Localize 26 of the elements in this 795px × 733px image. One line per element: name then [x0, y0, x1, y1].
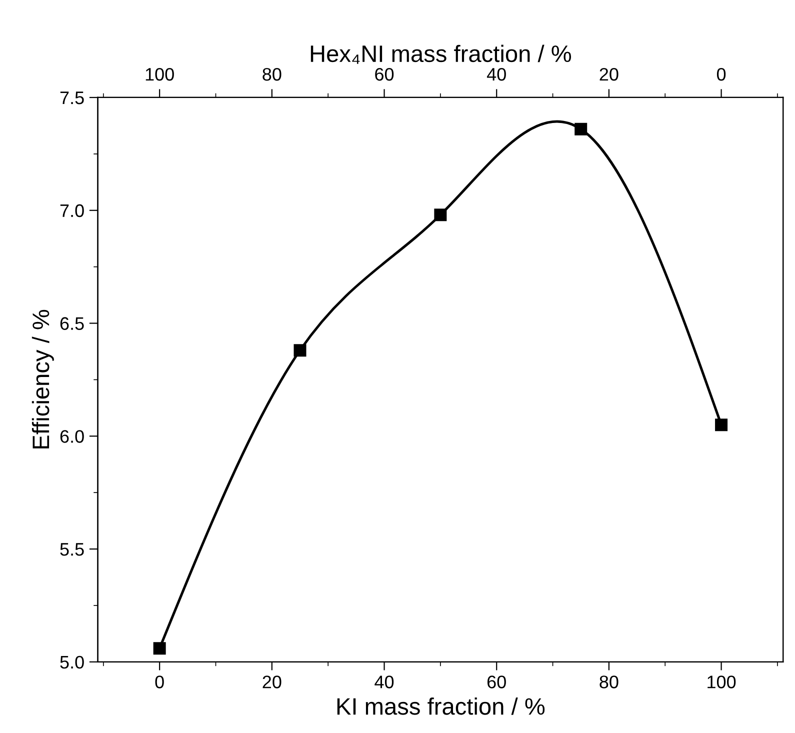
x2-tick-label: 60 [375, 68, 394, 81]
point [434, 208, 447, 222]
x-axis-title: KI mass fraction / % [337, 697, 545, 715]
point [153, 642, 166, 655]
x2-tick-label: 80 [262, 68, 282, 81]
y-tick-label: 6.5 [60, 317, 84, 330]
x-tick-label: 40 [374, 676, 394, 688]
x-tick-label: 0 [155, 676, 164, 688]
x-tick-label: 100 [708, 676, 736, 688]
y-tick-label: 7.0 [60, 204, 84, 218]
point [574, 122, 588, 136]
y-tick-label: 5.0 [60, 656, 84, 669]
x-tick-label: 80 [600, 676, 618, 688]
x2-tick-label: 40 [486, 68, 506, 81]
x2-axis-title: Hex₄NI mass fraction / % [310, 44, 572, 64]
point [715, 418, 728, 432]
x2-tick-label: 20 [600, 68, 618, 81]
y-tick-label: 7.5 [60, 92, 84, 104]
x2-tick-label: 0 [716, 68, 726, 81]
x-tick-label: 60 [487, 676, 506, 688]
y-tick-label: 6.0 [60, 430, 84, 443]
x2-tick-label: 100 [146, 68, 174, 81]
x-tick-label: 20 [262, 676, 282, 688]
y-tick-label: 5.5 [60, 543, 84, 556]
point [294, 344, 306, 357]
y-axis-title: Efficiency / % [32, 310, 54, 448]
